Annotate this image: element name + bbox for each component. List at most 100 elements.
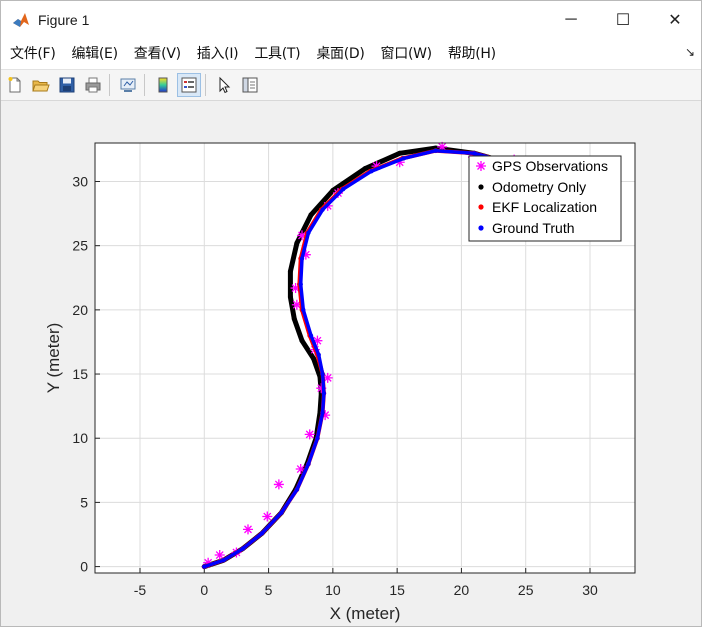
odometry-point: [291, 316, 297, 322]
legend-odometry-label: Odometry Only: [492, 179, 586, 195]
toolbar-separator: [109, 74, 110, 96]
legend-truth-marker: [478, 225, 484, 231]
ground-truth-point: [301, 307, 306, 313]
y-tick-label: 20: [72, 302, 88, 318]
ground-truth-point: [316, 352, 321, 357]
odometry-point: [308, 212, 314, 218]
maximize-button[interactable]: ☐: [615, 12, 631, 29]
odometry-point: [294, 240, 300, 246]
ground-truth-point: [308, 333, 314, 338]
odometry-point: [362, 166, 368, 172]
ground-truth-point: [240, 546, 246, 551]
y-tick-label: 25: [72, 238, 88, 254]
ground-truth-point: [320, 207, 325, 212]
legend-ekf-marker: [478, 204, 484, 210]
property-inspector-icon[interactable]: [238, 73, 262, 97]
gps-observation-point: [312, 335, 323, 346]
minimize-button[interactable]: ─: [565, 11, 577, 28]
gps-observation-point: [394, 157, 405, 168]
gps-observation-point: [437, 141, 448, 152]
ground-truth-point: [433, 148, 438, 153]
x-tick-label: 10: [325, 582, 341, 598]
y-tick-label: 5: [80, 494, 88, 510]
edit-plot-icon[interactable]: [212, 73, 236, 97]
y-tick-label: 15: [72, 366, 88, 382]
odometry-point: [311, 356, 317, 362]
close-button[interactable]: ✕: [668, 12, 682, 29]
menu-desktop[interactable]: 桌面(D): [316, 46, 365, 62]
window-title: Figure 1: [38, 12, 90, 28]
menu-view[interactable]: 查看(V): [133, 46, 181, 62]
x-tick-label: 30: [582, 582, 598, 598]
ground-truth-point: [315, 436, 320, 441]
gps-observation-point: [291, 299, 302, 310]
ground-truth-point: [369, 169, 374, 174]
toolbar-separator: [144, 74, 145, 96]
x-tick-label: 0: [200, 582, 208, 598]
y-tick-label: 0: [80, 559, 88, 575]
dock-arrow-icon[interactable]: ↘: [684, 45, 695, 59]
ground-truth-point: [299, 256, 305, 261]
gps-observation-point: [290, 283, 301, 294]
ground-truth-point: [202, 564, 207, 569]
y-tick-label: 10: [72, 430, 88, 446]
ground-truth-point: [259, 531, 265, 536]
gps-observation-point: [322, 372, 333, 383]
print-icon[interactable]: [81, 73, 105, 97]
figure-toolbar: [1, 70, 701, 101]
legend[interactable]: GPS Observations Odometry Only EKF Local…: [468, 155, 622, 242]
menu-edit[interactable]: 编辑(E): [71, 46, 118, 62]
menu-help[interactable]: 帮助(H): [447, 46, 496, 62]
gps-observation-point: [297, 230, 307, 241]
x-tick-label: -5: [134, 582, 147, 598]
y-axis-label: Y (meter): [44, 323, 63, 394]
gps-observation-point: [243, 524, 253, 535]
gps-observation-point: [262, 511, 273, 522]
x-tick-label: 5: [265, 582, 273, 598]
x-tick-label: 20: [454, 582, 470, 598]
ground-truth-point: [294, 487, 300, 492]
matlab-logo-icon: [13, 13, 29, 27]
title-bar[interactable]: Figure 1 ─ ☐ ✕: [1, 1, 701, 39]
y-axis-ticks: 0 5 10 15 20 25 30: [72, 174, 100, 575]
insert-colorbar-icon[interactable]: [151, 73, 175, 97]
toolbar-separator: [205, 74, 206, 96]
ground-truth-point: [472, 151, 477, 156]
link-figure-icon[interactable]: [116, 73, 140, 97]
menu-file[interactable]: 文件(F): [10, 46, 56, 62]
odometry-point: [299, 338, 305, 344]
legend-ekf-label: EKF Localization: [492, 199, 597, 215]
save-icon[interactable]: [55, 73, 79, 97]
menu-window[interactable]: 窗口(W): [380, 46, 433, 62]
legend-truth-label: Ground Truth: [492, 220, 575, 236]
odometry-point: [397, 150, 403, 156]
x-tick-label: 15: [389, 582, 405, 598]
odometry-point: [287, 268, 293, 274]
legend-gps-label: GPS Observations: [492, 158, 608, 174]
ground-truth-point: [340, 187, 346, 192]
gps-observation-point: [203, 557, 214, 568]
axes-box: [94, 142, 636, 574]
menu-insert[interactable]: 插入(I): [196, 46, 239, 62]
insert-legend-icon[interactable]: [177, 73, 201, 97]
trajectory-plot[interactable]: -5 0 5 10 15 20 25 30 0 5 10 15 20 25 30 X (meter) Y …: [1, 101, 701, 626]
open-file-icon[interactable]: [29, 73, 53, 97]
figure-canvas: -5 0 5 10 15 20 25 30 0 5 10 15 20 25 30 X (meter) Y …: [1, 101, 701, 626]
ground-truth-point: [306, 461, 311, 467]
ground-truth-point: [279, 510, 284, 515]
plot-series: [201, 141, 520, 570]
menu-bar: 文件(F) 编辑(E) 查看(V) 插入(I) 工具(T) 桌面(D) 窗口(W…: [1, 39, 701, 70]
ground-truth-trace: [203, 148, 514, 569]
ground-truth-point: [298, 281, 303, 287]
gps-observation-point: [304, 429, 315, 440]
ground-truth-point: [306, 230, 311, 236]
gps-observation-point: [300, 249, 311, 260]
menu-tools[interactable]: 工具(T): [254, 46, 301, 62]
x-axis-ticks: -5 0 5 10 15 20 25 30: [134, 568, 598, 598]
ground-truth-point: [320, 410, 325, 415]
gps-observation-point: [214, 550, 225, 561]
odometry-point: [287, 294, 293, 300]
gps-observation-point: [371, 161, 382, 172]
x-axis-label: X (meter): [330, 604, 401, 623]
new-figure-icon[interactable]: [3, 73, 27, 97]
